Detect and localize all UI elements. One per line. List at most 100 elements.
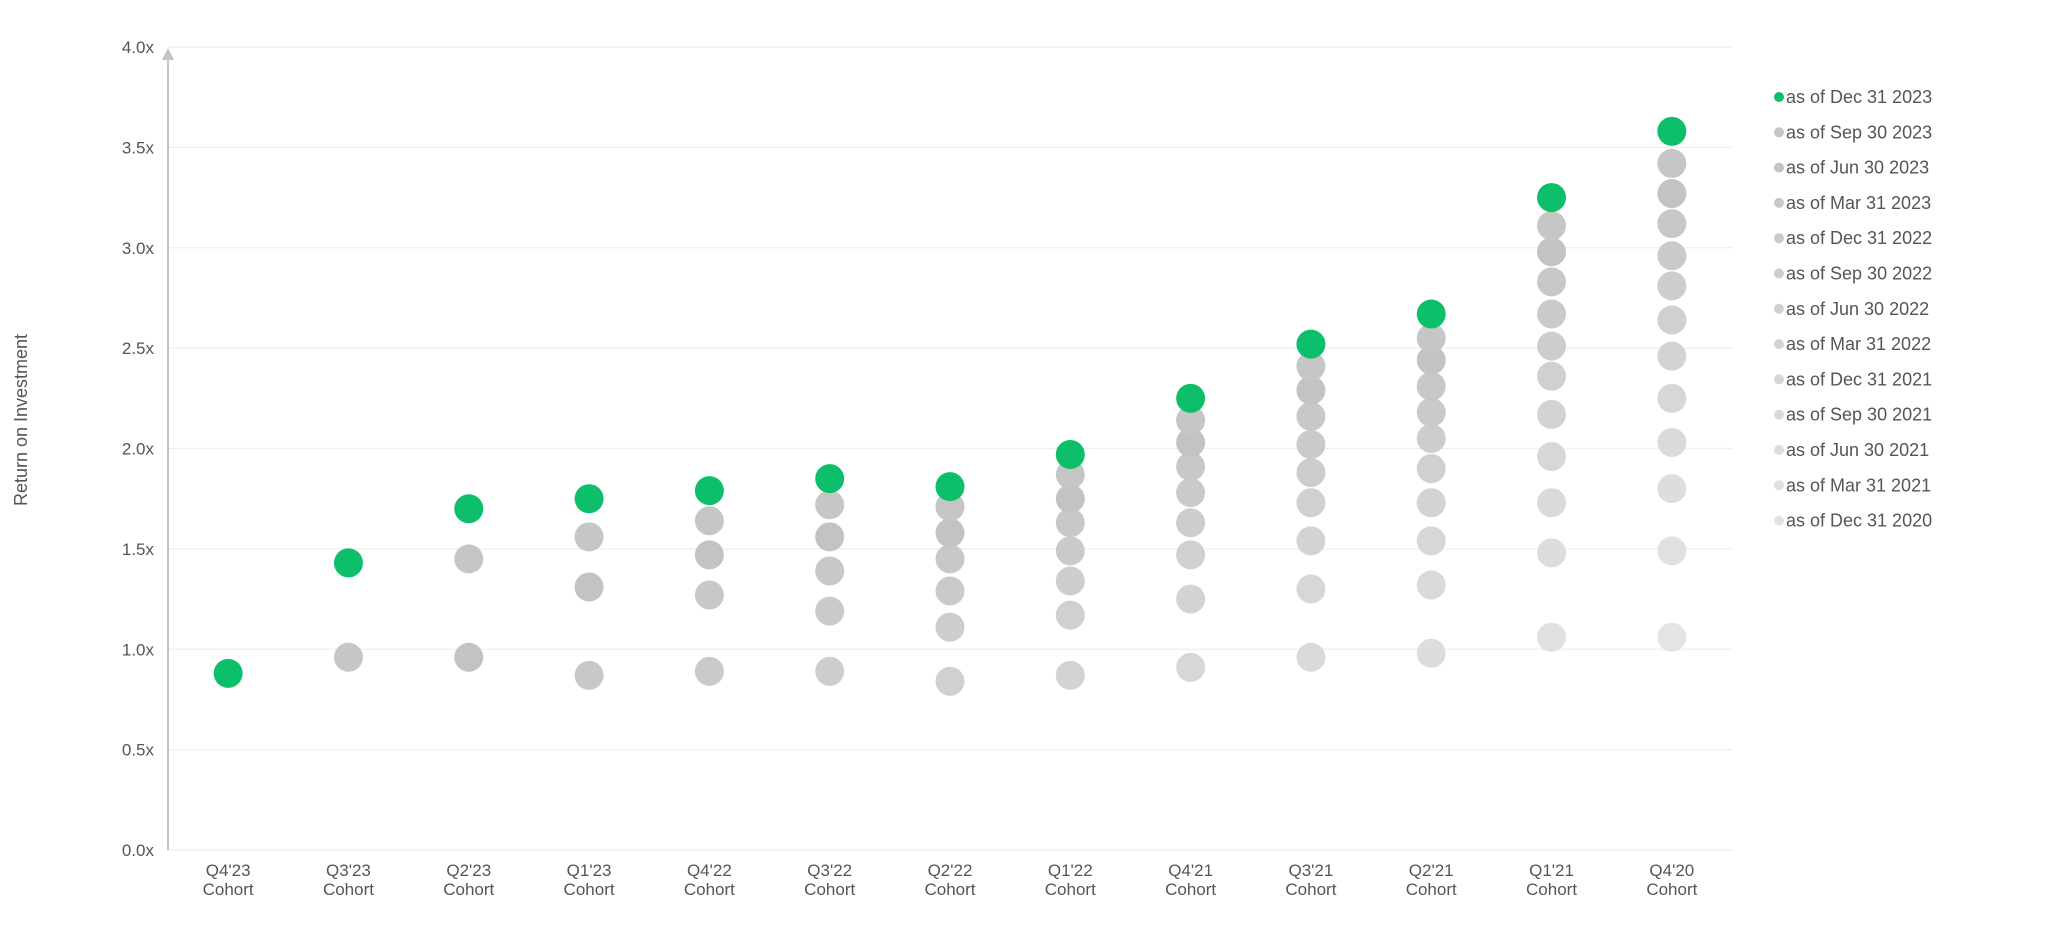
data-point: [815, 522, 845, 552]
data-point: [1657, 536, 1687, 566]
data-point: [1537, 442, 1567, 472]
data-point: [454, 642, 484, 672]
data-point: [1416, 423, 1446, 453]
y-tick-label: 3.5x: [122, 138, 155, 157]
legend-item[interactable]: as of Dec 31 2022: [1774, 228, 1932, 248]
data-point: [1296, 458, 1326, 488]
legend-item[interactable]: as of Dec 31 2021: [1774, 369, 1932, 389]
x-tick-label: Cohort: [323, 880, 374, 899]
legend-marker-icon: [1774, 197, 1784, 208]
data-points: [213, 116, 1687, 696]
y-tick-label: 4.0x: [122, 38, 155, 57]
data-point: [694, 540, 724, 570]
legend-item[interactable]: as of Sep 30 2023: [1774, 122, 1932, 142]
data-point: [935, 544, 965, 574]
data-point: [935, 666, 965, 696]
data-point: [333, 548, 363, 578]
y-tick-label: 2.0x: [122, 440, 155, 459]
x-tick-label: Q1'21: [1529, 861, 1574, 880]
x-tick-label: Q3'23: [326, 861, 371, 880]
data-point: [1416, 638, 1446, 668]
data-point: [333, 642, 363, 672]
legend-item[interactable]: as of Jun 30 2021: [1774, 440, 1929, 460]
legend-item[interactable]: as of Mar 31 2023: [1774, 193, 1931, 213]
data-point: [1176, 452, 1206, 482]
x-tick-label: Cohort: [1285, 880, 1336, 899]
data-point: [454, 494, 484, 524]
data-point: [815, 596, 845, 626]
data-point: [815, 656, 845, 686]
y-tick-label: 2.5x: [122, 339, 155, 358]
x-tick-labels: Q4'23CohortQ3'23CohortQ2'23CohortQ1'23Co…: [203, 861, 1698, 899]
data-point: [1296, 401, 1326, 431]
legend-item[interactable]: as of Sep 30 2022: [1774, 264, 1932, 284]
legend-label: as of Dec 31 2021: [1786, 369, 1932, 389]
legend-marker-icon: [1774, 339, 1784, 350]
x-tick-label: Cohort: [1406, 880, 1457, 899]
data-point: [1416, 397, 1446, 427]
data-point: [1416, 323, 1446, 353]
legend-marker-icon: [1774, 162, 1784, 173]
x-tick-label: Cohort: [1646, 880, 1697, 899]
legend-label: as of Sep 30 2023: [1786, 122, 1932, 142]
x-tick-label: Q3'22: [807, 861, 852, 880]
data-point: [935, 492, 965, 522]
data-point: [1176, 584, 1206, 614]
legend-item[interactable]: as of Dec 31 2020: [1774, 511, 1932, 531]
data-point: [815, 556, 845, 586]
y-tick-label: 0.5x: [122, 741, 155, 760]
legend-item[interactable]: as of Sep 30 2021: [1774, 405, 1932, 425]
data-point: [694, 506, 724, 536]
legend-label: as of Dec 31 2022: [1786, 228, 1932, 248]
data-point: [1537, 237, 1567, 267]
legend-item[interactable]: as of Jun 30 2023: [1774, 158, 1929, 178]
data-point: [1657, 474, 1687, 504]
data-point: [1176, 508, 1206, 538]
data-point: [935, 518, 965, 548]
data-point: [1537, 622, 1567, 652]
data-point: [574, 572, 604, 602]
data-point: [574, 522, 604, 552]
legend-label: as of Jun 30 2021: [1786, 440, 1929, 460]
legend-label: as of Sep 30 2022: [1786, 264, 1932, 284]
data-point: [935, 612, 965, 642]
legend-marker-icon: [1774, 515, 1784, 526]
data-point: [1657, 383, 1687, 413]
data-point: [1657, 179, 1687, 209]
data-point: [1055, 484, 1085, 514]
data-point: [1657, 271, 1687, 301]
data-point: [1416, 299, 1446, 329]
legend-marker-icon: [1774, 374, 1784, 385]
data-point: [574, 484, 604, 514]
legend-label: as of Sep 30 2021: [1786, 405, 1932, 425]
legend-item[interactable]: as of Mar 31 2022: [1774, 334, 1931, 354]
legend-marker-icon: [1774, 409, 1784, 420]
data-point: [1537, 331, 1567, 361]
legend-label: as of Mar 31 2022: [1786, 334, 1931, 354]
x-tick-label: Q1'23: [567, 861, 612, 880]
data-point: [1657, 241, 1687, 271]
data-point: [1055, 566, 1085, 596]
data-point: [454, 544, 484, 574]
data-point: [1055, 660, 1085, 690]
legend-marker-icon: [1774, 127, 1784, 138]
data-point: [1176, 478, 1206, 508]
x-tick-label: Cohort: [443, 880, 494, 899]
data-point: [1537, 361, 1567, 391]
x-tick-label: Cohort: [1526, 880, 1577, 899]
legend-item[interactable]: as of Dec 31 2023: [1774, 87, 1932, 107]
x-tick-label: Q2'23: [446, 861, 491, 880]
y-axis-title: Return on Investment: [11, 334, 31, 506]
x-tick-label: Cohort: [1045, 880, 1096, 899]
data-point: [1657, 209, 1687, 239]
legend-item[interactable]: as of Mar 31 2021: [1774, 475, 1931, 495]
x-tick-label: Cohort: [1165, 880, 1216, 899]
data-point: [1416, 570, 1446, 600]
data-point: [1416, 526, 1446, 556]
data-point: [1296, 526, 1326, 556]
legend-item[interactable]: as of Jun 30 2022: [1774, 299, 1929, 319]
data-point: [1537, 488, 1567, 518]
x-tick-label: Q4'22: [687, 861, 732, 880]
legend-marker-icon: [1774, 233, 1784, 244]
